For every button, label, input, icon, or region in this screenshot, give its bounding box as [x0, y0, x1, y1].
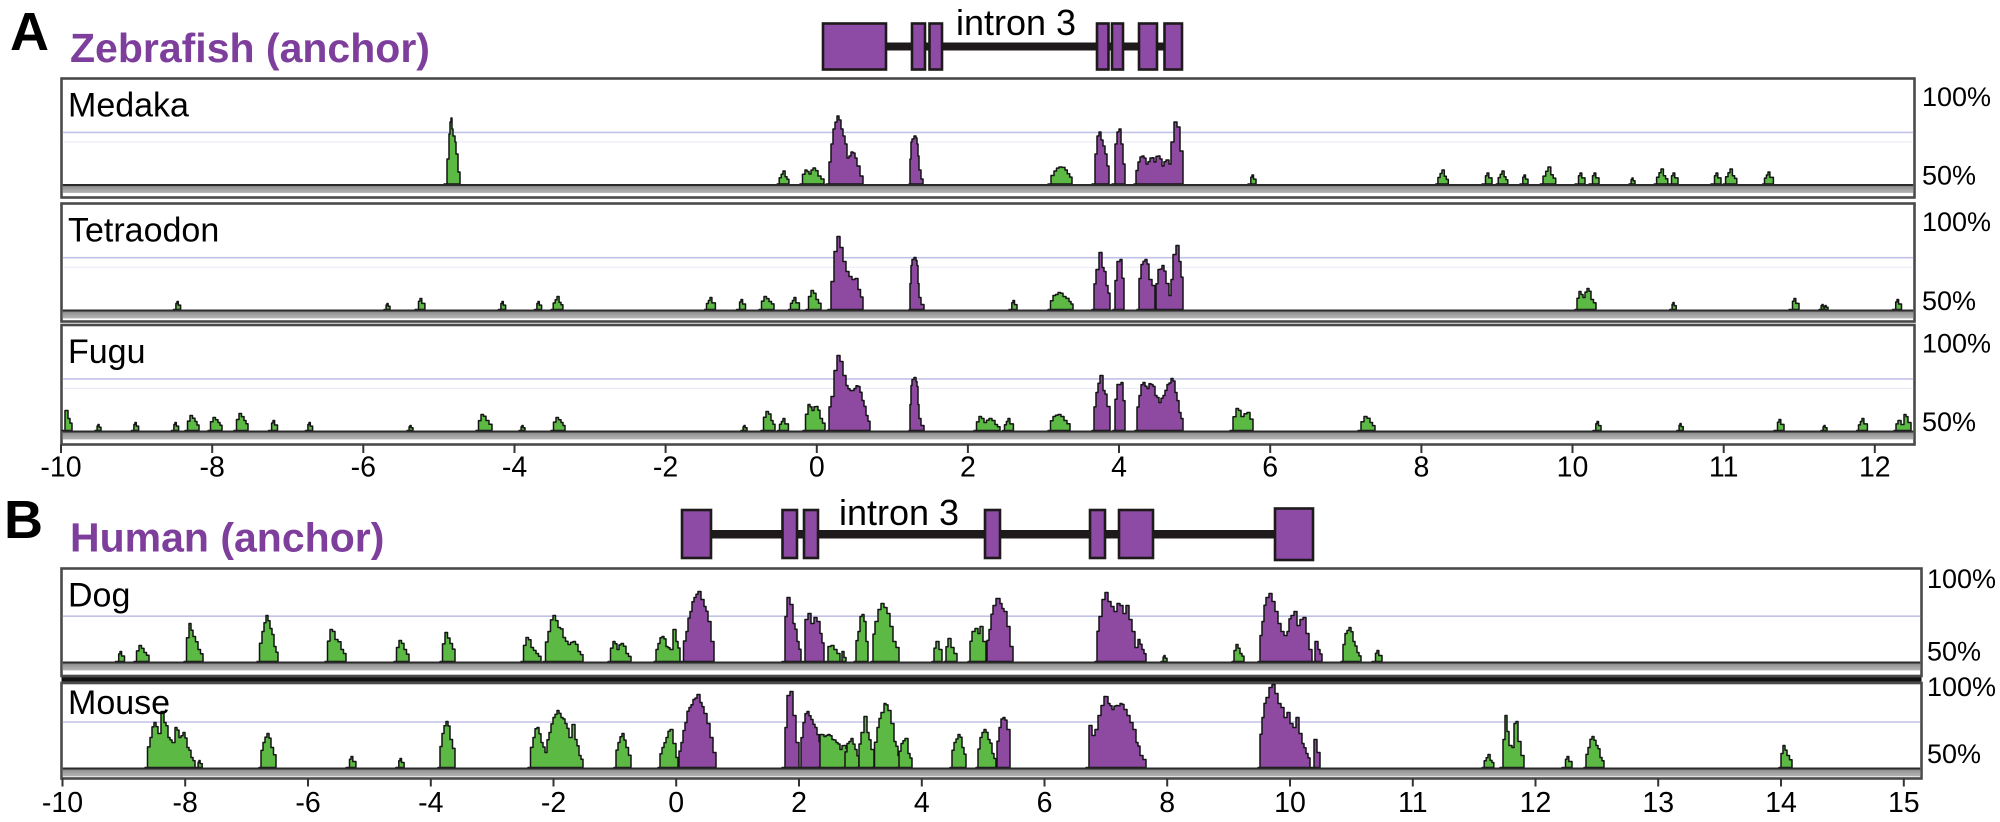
svg-text:intron 3: intron 3 — [839, 492, 959, 533]
svg-text:15: 15 — [1888, 787, 1920, 819]
svg-text:Zebrafish (anchor): Zebrafish (anchor) — [70, 25, 430, 71]
svg-text:-2: -2 — [653, 452, 678, 484]
svg-text:100%: 100% — [1927, 672, 1996, 702]
svg-text:Fugu: Fugu — [68, 333, 146, 371]
svg-text:50%: 50% — [1927, 637, 1981, 667]
svg-text:Tetraodon: Tetraodon — [68, 212, 219, 250]
svg-text:8: 8 — [1159, 787, 1175, 819]
svg-text:6: 6 — [1262, 452, 1278, 484]
svg-text:11: 11 — [1709, 452, 1739, 484]
svg-text:4: 4 — [914, 787, 930, 819]
svg-text:2: 2 — [960, 452, 976, 484]
svg-text:-6: -6 — [351, 452, 376, 484]
svg-text:100%: 100% — [1922, 207, 1991, 237]
svg-text:100%: 100% — [1922, 329, 1991, 359]
svg-text:-2: -2 — [541, 787, 566, 819]
svg-text:8: 8 — [1413, 452, 1429, 484]
svg-text:-10: -10 — [42, 787, 83, 819]
svg-text:Mouse: Mouse — [68, 684, 170, 722]
svg-text:-4: -4 — [418, 787, 443, 819]
svg-text:-8: -8 — [173, 787, 198, 819]
svg-text:Human (anchor): Human (anchor) — [70, 515, 384, 561]
svg-text:4: 4 — [1111, 452, 1127, 484]
svg-text:Dog: Dog — [68, 577, 130, 615]
svg-text:50%: 50% — [1922, 407, 1976, 437]
svg-text:12: 12 — [1859, 452, 1891, 484]
svg-text:0: 0 — [668, 787, 684, 819]
svg-text:0: 0 — [809, 452, 825, 484]
svg-text:10: 10 — [1274, 787, 1306, 819]
svg-text:100%: 100% — [1922, 82, 1991, 112]
svg-text:B: B — [4, 490, 43, 550]
svg-text:-8: -8 — [200, 452, 225, 484]
svg-text:100%: 100% — [1927, 564, 1996, 594]
svg-text:Medaka: Medaka — [68, 87, 189, 125]
svg-text:14: 14 — [1765, 787, 1797, 819]
svg-text:2: 2 — [791, 787, 807, 819]
svg-text:-6: -6 — [295, 787, 320, 819]
svg-text:-4: -4 — [502, 452, 527, 484]
svg-text:11: 11 — [1398, 787, 1428, 819]
svg-text:intron 3: intron 3 — [956, 2, 1076, 43]
svg-text:10: 10 — [1557, 452, 1589, 484]
svg-text:A: A — [10, 2, 49, 62]
svg-text:12: 12 — [1520, 787, 1552, 819]
svg-text:50%: 50% — [1922, 286, 1976, 316]
svg-text:13: 13 — [1642, 787, 1674, 819]
svg-text:50%: 50% — [1927, 739, 1981, 769]
svg-text:-10: -10 — [40, 452, 81, 484]
svg-text:50%: 50% — [1922, 161, 1976, 191]
svg-text:6: 6 — [1037, 787, 1053, 819]
